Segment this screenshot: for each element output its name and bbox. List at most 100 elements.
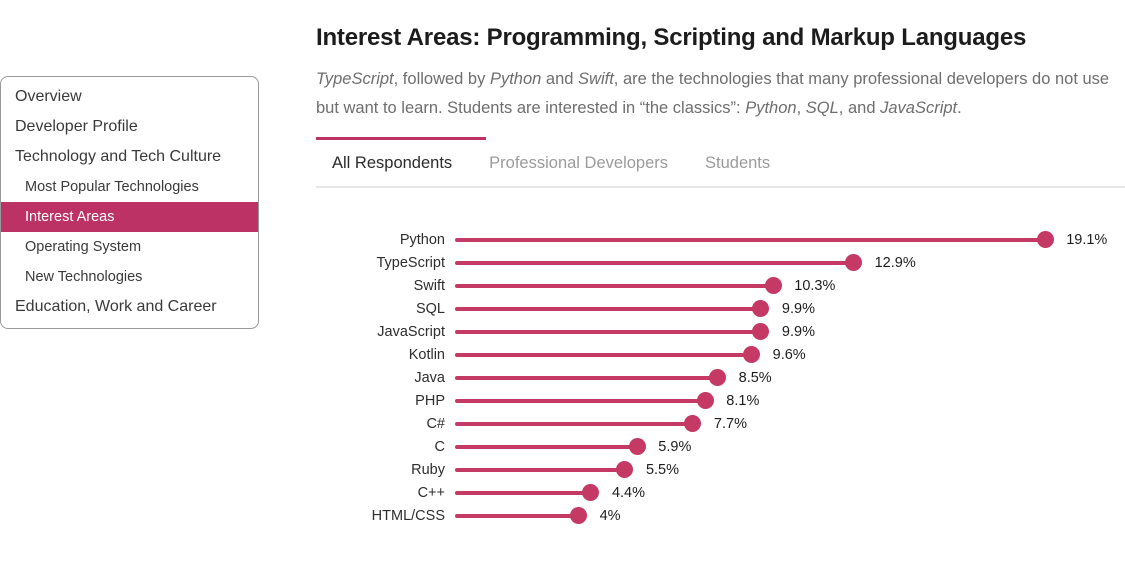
lollipop-stem — [455, 283, 774, 288]
tab-professional-developers[interactable]: Professional Developers — [489, 153, 669, 172]
category-label: SQL — [415, 300, 445, 317]
lollipop-stem — [455, 467, 625, 472]
lollipop-dot — [752, 300, 770, 317]
category-label: Kotlin — [408, 346, 445, 363]
lollipop-stem — [455, 513, 579, 518]
value-label: 5.9% — [658, 438, 692, 455]
subtitle-tech-name: Swift — [578, 69, 614, 88]
lollipop-track: 7.7% — [455, 412, 1125, 435]
lollipop-dot — [696, 392, 714, 409]
sidebar-item-developer-profile[interactable]: Developer Profile — [15, 118, 138, 135]
chart-row-typescript: TypeScript 12.9% — [316, 251, 1125, 274]
value-label: 5.5% — [645, 461, 679, 478]
tab-bar: All Respondents Professional Developers St… — [316, 154, 1125, 188]
lollipop-dot — [628, 438, 646, 455]
lollipop-track: 9.9% — [455, 320, 1125, 343]
chart-subtitle: TypeScript, followed by Python and Swift… — [316, 65, 1121, 123]
sidebar-item-technology-and-tech-culture[interactable]: Technology and Tech Culture — [15, 148, 222, 165]
lollipop-track: 10.3% — [455, 274, 1125, 297]
value-label: 19.1% — [1066, 231, 1108, 248]
lollipop-stem — [455, 398, 706, 403]
lollipop-track: 8.5% — [455, 366, 1125, 389]
chart-row-java: Java 8.5% — [316, 366, 1125, 389]
category-label: Swift — [413, 277, 445, 294]
subtitle-text: , are the technologies that many profess… — [316, 69, 1110, 117]
category-label: HTML/CSS — [371, 507, 445, 524]
category-label: C — [434, 438, 445, 455]
category-label: Java — [414, 369, 445, 386]
category-label: Ruby — [411, 461, 445, 478]
lollipop-track: 5.9% — [455, 435, 1125, 458]
chart-row-javascript: JavaScript 9.9% — [316, 320, 1125, 343]
chart-row-c++: C++ 4.4% — [316, 481, 1125, 504]
tab-all-respondents[interactable]: All Respondents — [332, 153, 453, 172]
lollipop-track: 5.5% — [455, 458, 1125, 481]
lollipop-track: 12.9% — [455, 251, 1125, 274]
subtitle-text: . — [957, 98, 962, 117]
subtitle-text: , — [796, 98, 806, 117]
accent-rule — [316, 136, 486, 140]
lollipop-dot — [743, 346, 761, 363]
value-label: 4.4% — [611, 484, 646, 501]
category-label: Python — [399, 231, 445, 248]
chart-row-c: C 5.9% — [316, 435, 1125, 458]
lollipop-track: 4.4% — [455, 481, 1125, 504]
chart-row-html-css: HTML/CSS 4% — [316, 504, 1125, 527]
lollipop-dot — [616, 461, 634, 478]
lollipop-track: 9.6% — [455, 343, 1125, 366]
lollipop-stem — [455, 237, 1046, 242]
lollipop-stem — [455, 329, 761, 334]
value-label: 8.1% — [726, 392, 760, 409]
value-label: 10.3% — [794, 277, 836, 294]
sidebar-item-new-technologies[interactable]: New Technologies — [25, 269, 143, 285]
tab-students[interactable]: Students — [705, 153, 771, 172]
chart-row-ruby: Ruby 5.5% — [316, 458, 1125, 481]
chart-row-python: Python 19.1% — [316, 228, 1125, 251]
subtitle-tech-name: SQL — [805, 98, 839, 117]
chart-row-swift: Swift 10.3% — [316, 274, 1125, 297]
lollipop-chart: Python 19.1% TypeScript 12.9% Swift 10.3% SQL 9… — [316, 228, 1125, 527]
sidebar-item-most-popular-technologies[interactable]: Most Popular Technologies — [25, 179, 199, 195]
category-label: C# — [426, 415, 445, 432]
lollipop-dot — [582, 484, 600, 501]
lollipop-track: 8.1% — [455, 389, 1125, 412]
subtitle-tech-name: TypeScript — [316, 69, 394, 88]
lollipop-dot — [684, 415, 702, 432]
sidebar-nav: Overview Developer Profile Technology and … — [0, 76, 259, 329]
lollipop-track: 19.1% — [455, 228, 1125, 251]
lollipop-dot — [764, 277, 782, 294]
category-label: JavaScript — [377, 323, 445, 340]
lollipop-stem — [455, 352, 752, 357]
lollipop-stem — [455, 260, 854, 265]
sidebar-item-education-work-and-career[interactable]: Education, Work and Career — [15, 298, 217, 315]
subtitle-text: , and — [838, 98, 881, 117]
sidebar-item-operating-system[interactable]: Operating System — [25, 239, 142, 255]
value-label: 9.6% — [772, 346, 806, 363]
lollipop-stem — [455, 444, 638, 449]
value-label: 8.5% — [738, 369, 772, 386]
subtitle-tech-name: Python — [489, 69, 542, 88]
lollipop-dot — [570, 507, 588, 524]
lollipop-track: 4% — [455, 504, 1125, 527]
value-label: 4% — [599, 507, 621, 524]
lollipop-stem — [455, 421, 693, 426]
lollipop-dot — [845, 254, 863, 271]
sidebar-item-overview[interactable]: Overview — [15, 88, 82, 105]
chart-row-php: PHP 8.1% — [316, 389, 1125, 412]
category-label: PHP — [415, 392, 445, 409]
lollipop-dot — [752, 323, 770, 340]
value-label: 7.7% — [713, 415, 747, 432]
sidebar-item-interest-areas[interactable]: Interest Areas — [1, 202, 258, 232]
category-label: TypeScript — [376, 254, 446, 271]
subtitle-text: and — [541, 69, 579, 88]
main-content: Interest Areas: Programming, Scripting a… — [316, 24, 1125, 188]
value-label: 9.9% — [781, 323, 815, 340]
lollipop-stem — [455, 490, 591, 495]
chart-row-c#: C# 7.7% — [316, 412, 1125, 435]
lollipop-dot — [709, 369, 727, 386]
category-label: C++ — [417, 484, 445, 501]
lollipop-dot — [1036, 231, 1054, 248]
subtitle-tech-name: Python — [745, 98, 797, 117]
chart-row-kotlin: Kotlin 9.6% — [316, 343, 1125, 366]
value-label: 9.9% — [781, 300, 815, 317]
